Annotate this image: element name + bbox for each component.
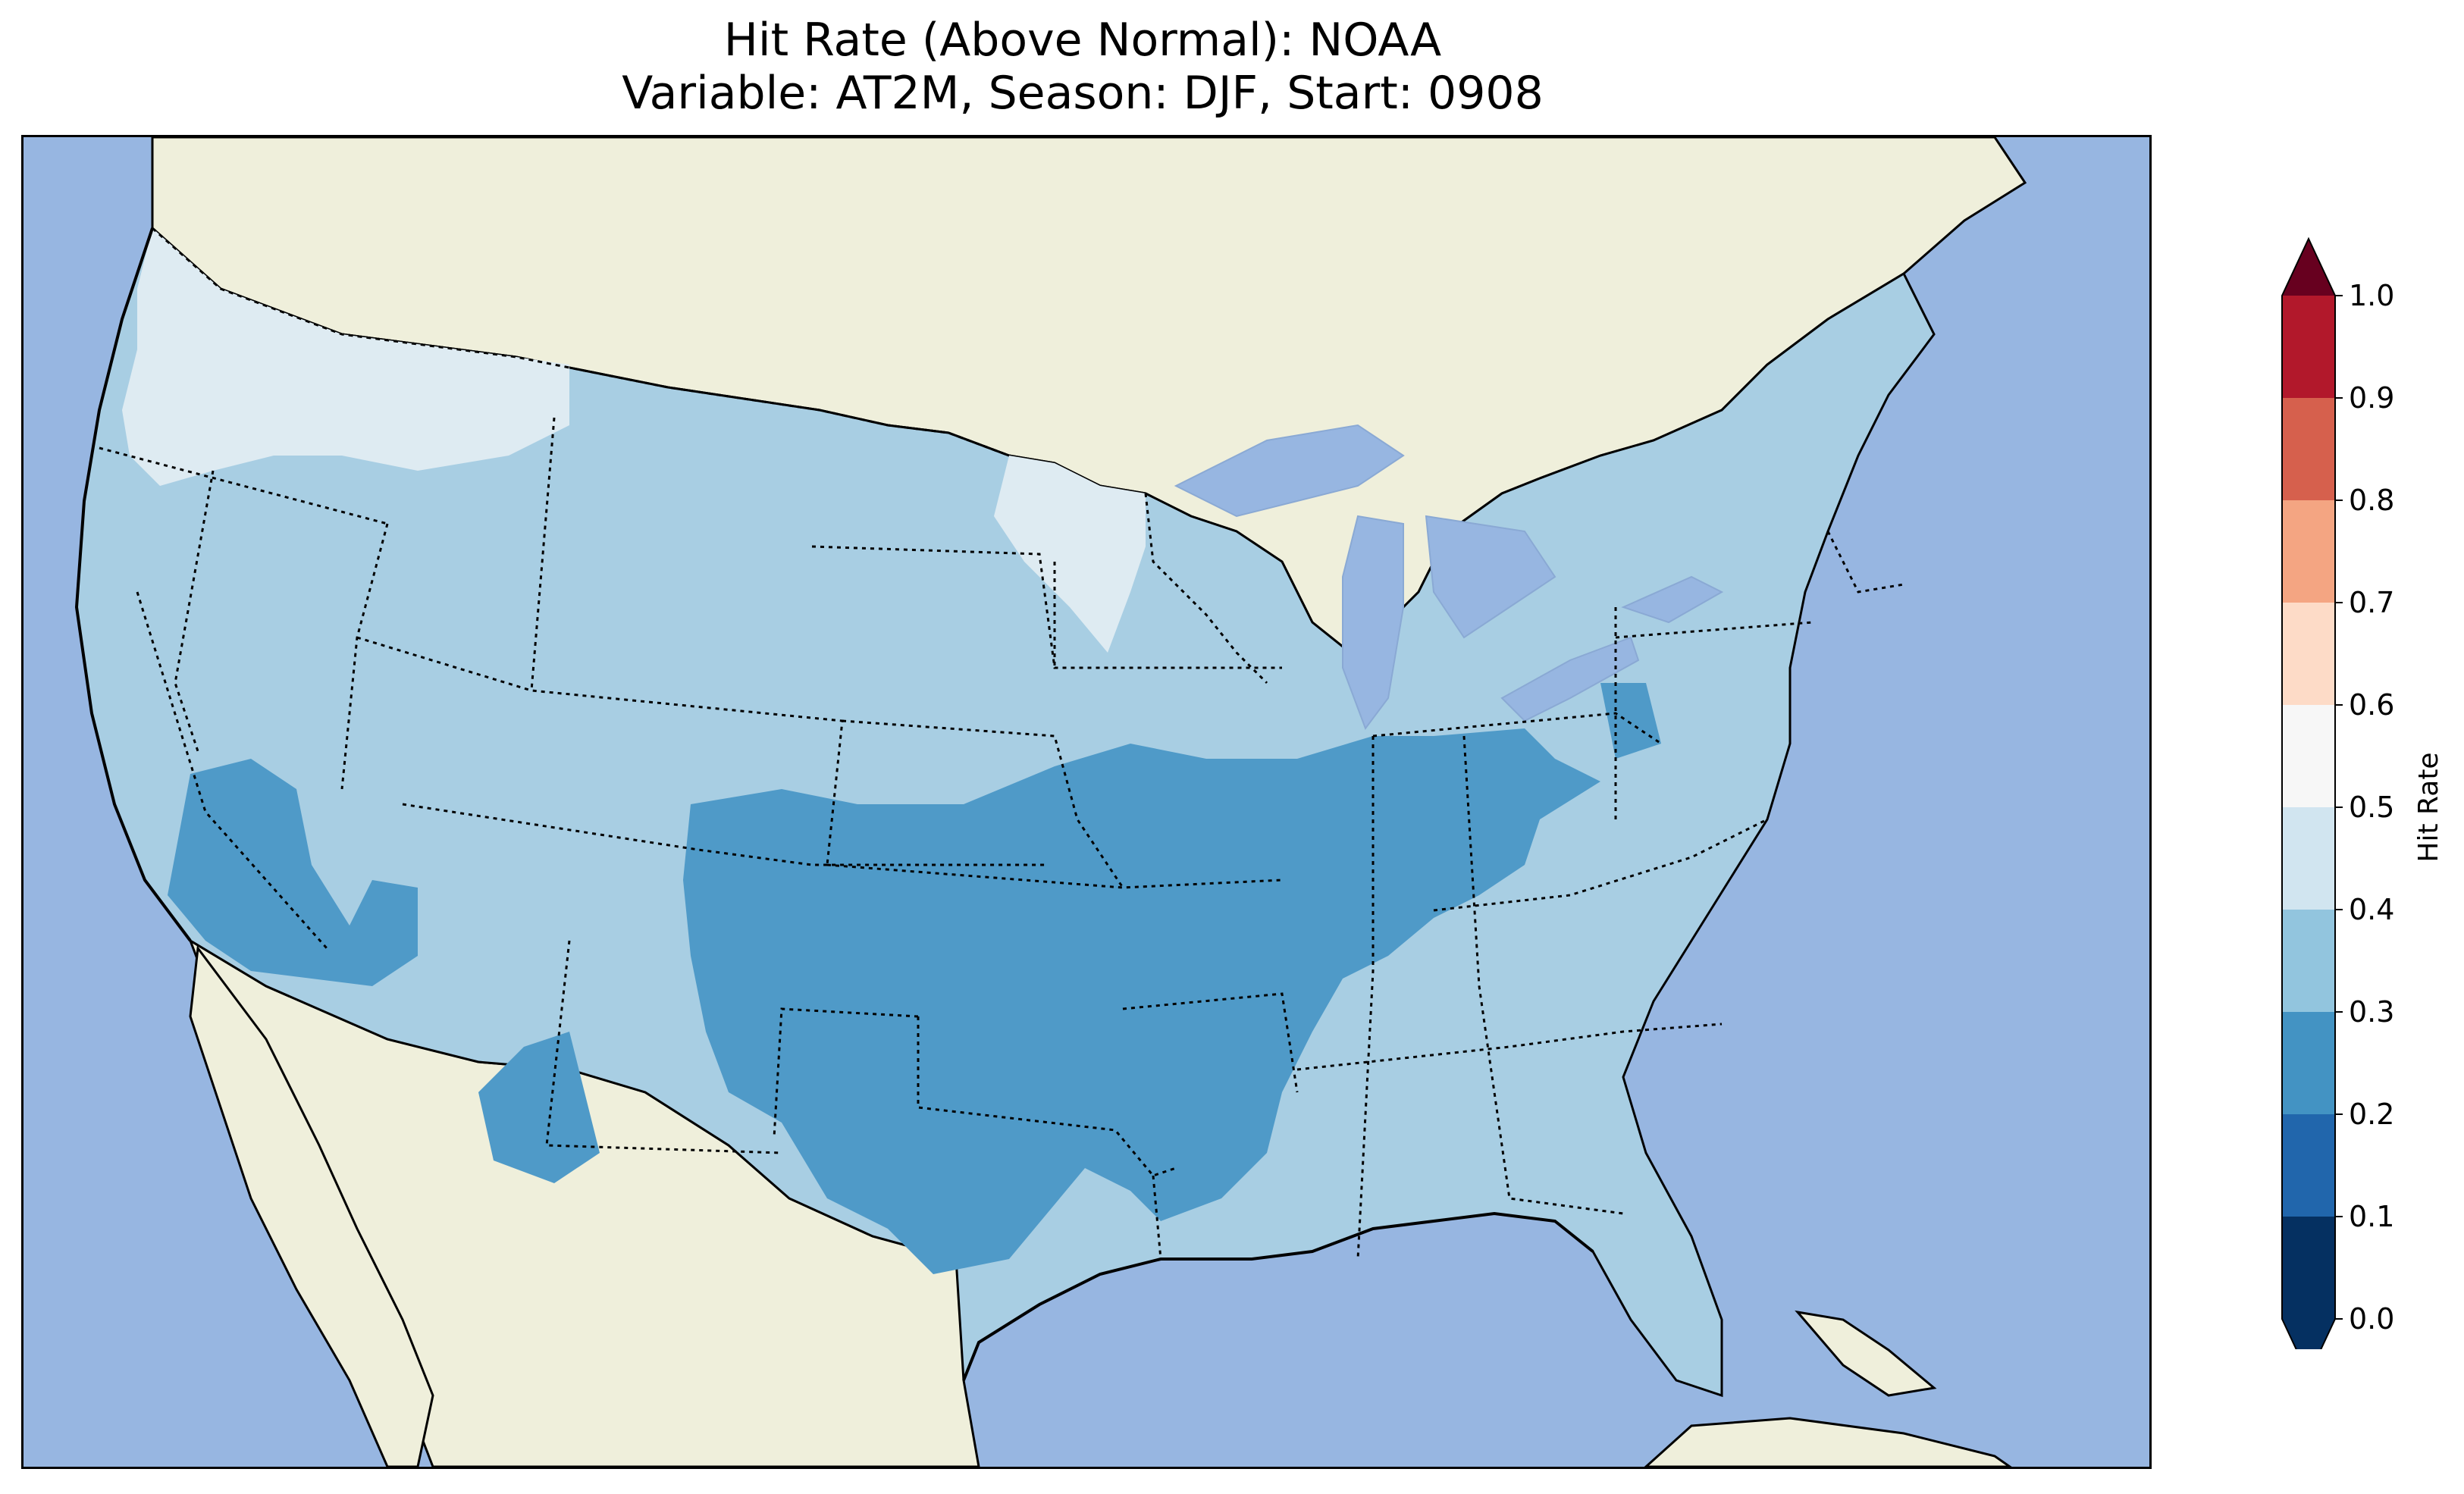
colorbar-segment	[2282, 603, 2335, 705]
colorbar-segment	[2282, 1217, 2335, 1319]
colorbar-segment	[2282, 500, 2335, 603]
lake-huron	[1425, 515, 1556, 639]
colorbar-extend-max	[2282, 239, 2335, 296]
lake-michigan	[1342, 515, 1404, 731]
colorbar-segment	[2282, 296, 2335, 398]
colorbar-segment	[2282, 398, 2335, 500]
colorbar-tick-label: 0.6	[2349, 688, 2394, 722]
colorbar-segment	[2282, 1012, 2335, 1114]
lake-superior	[1174, 424, 1405, 518]
chart-title-line-2: Variable: AT2M, Season: DJF, Start: 0908	[622, 67, 1544, 120]
colorbar-tick-label: 0.5	[2349, 791, 2394, 824]
dark-region-central	[683, 728, 1600, 1274]
chart-title-line-1: Hit Rate (Above Normal): NOAA	[723, 14, 1442, 67]
colorbar-segment	[2282, 705, 2335, 807]
map-panel	[21, 135, 2152, 1469]
light-region-minnesota	[994, 456, 1146, 653]
colorbar-tick-label: 0.3	[2349, 995, 2394, 1029]
colorbar-tick-label: 0.4	[2349, 893, 2394, 926]
colorbar-tick-label: 0.8	[2349, 484, 2394, 517]
colorbar-tick-label: 0.9	[2349, 381, 2394, 415]
coastline-gulf	[962, 1211, 1594, 1381]
colorbar: 0.0 0.1 0.2 0.3 0.4 0.5 0.6 0.7 0.8 0.9 1.0 Hit Rat…	[2267, 227, 2449, 1378]
colorbar-segment	[2282, 807, 2335, 910]
colorbar-tick-label: 0.7	[2349, 586, 2394, 619]
colorbar-tick-label: 0.1	[2349, 1200, 2394, 1233]
colorbar-segment	[2282, 910, 2335, 1012]
baja-peninsula	[189, 945, 434, 1467]
colorbar-label: Hit Rate	[2413, 752, 2444, 862]
colorbar-tick-label: 0.0	[2349, 1302, 2394, 1336]
south-america-land	[1644, 1417, 2012, 1467]
lake-ontario	[1621, 575, 1724, 624]
light-region-northwest	[122, 228, 569, 486]
colorbar-extend-min	[2282, 1319, 2335, 1376]
colorbar-tick-label: 0.2	[2349, 1098, 2394, 1131]
dark-region-southwest	[168, 759, 418, 986]
colorbar-segment	[2282, 1114, 2335, 1217]
cuba-island	[1795, 1310, 1937, 1397]
colorbar-tick-label: 1.0	[2349, 279, 2394, 312]
coastline-pacific	[74, 227, 192, 942]
state-borders	[99, 417, 1904, 1260]
